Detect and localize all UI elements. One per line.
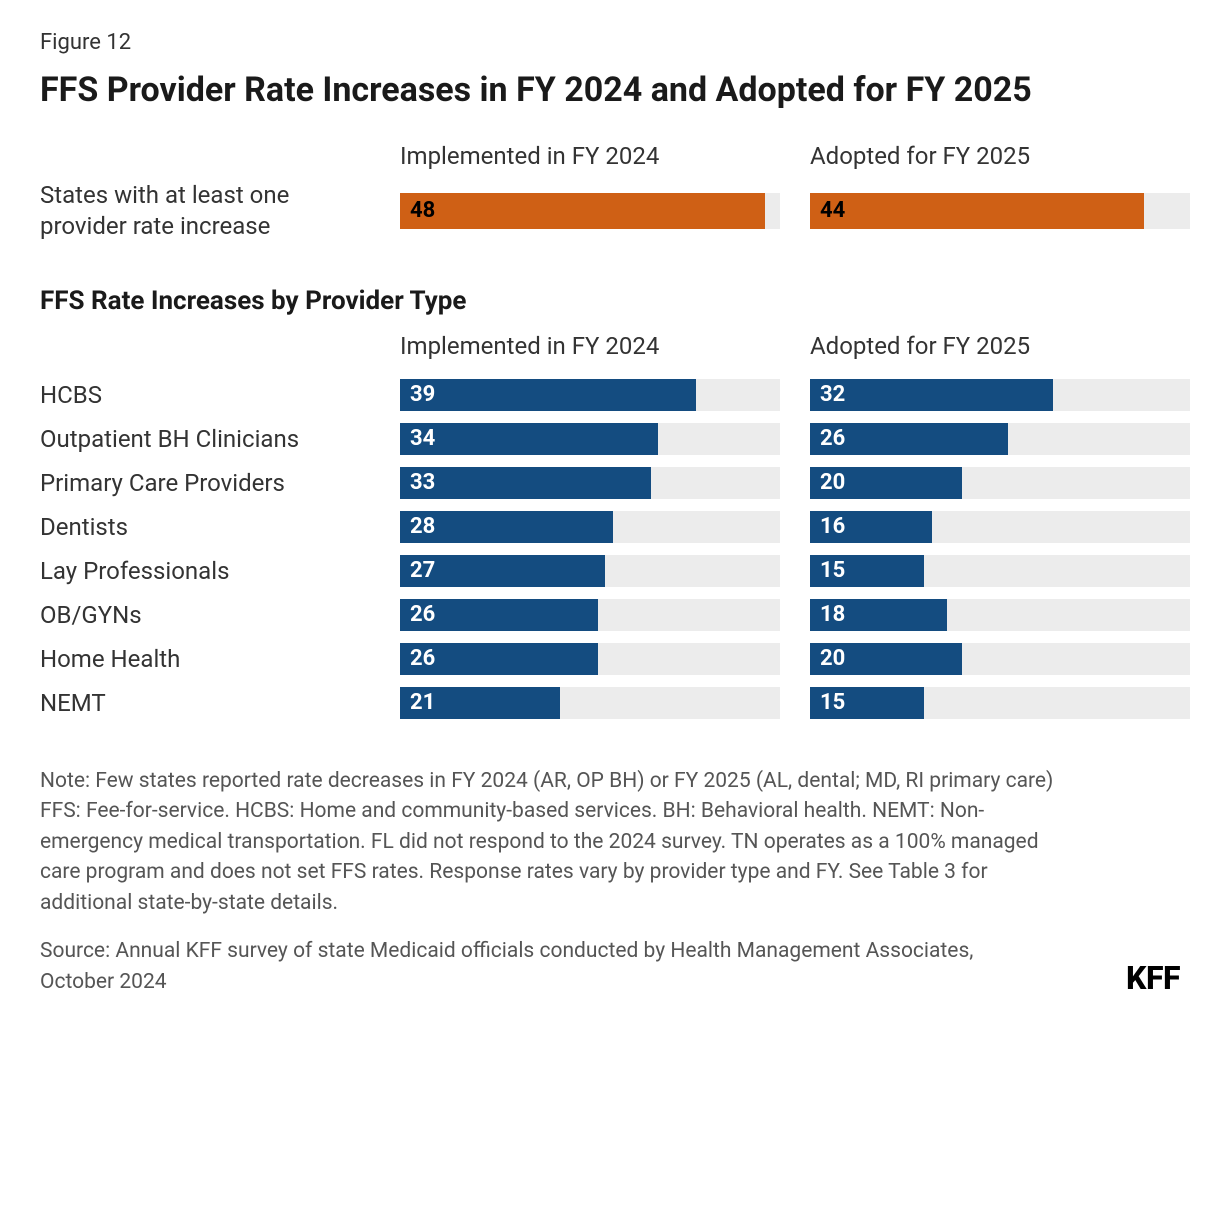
summary-value-fy2024: 48 [410,198,435,223]
figure-label: Figure 12 [40,30,1180,55]
provider-bar-fy2025-track: 26 [810,423,1190,455]
provider-bar-fy2024-track: 39 [400,379,780,411]
summary-bar-fy2024-cell: 48 [400,186,780,236]
summary-grid: Implemented in FY 2024 Adopted for FY 20… [40,142,1180,242]
provider-bar-fy2025-track: 20 [810,467,1190,499]
provider-row-label: Home Health [40,645,370,673]
provider-bar-fy2025-track: 16 [810,511,1190,543]
provider-value-fy2025: 26 [820,426,845,451]
column-header-fy2024-b: Implemented in FY 2024 [400,332,780,370]
provider-row-label: NEMT [40,689,370,717]
provider-bar-fy2025-track: 15 [810,555,1190,587]
provider-value-fy2024: 28 [410,514,435,539]
provider-row-label: HCBS [40,381,370,409]
provider-bar-fy2025: 15 [810,687,924,719]
provider-bar-fy2024-track: 34 [400,423,780,455]
summary-bar-fy2025-cell: 44 [810,186,1190,236]
provider-bar-fy2025: 20 [810,467,962,499]
summary-value-fy2025: 44 [820,198,845,223]
summary-bar-fy2024-track: 48 [400,193,780,229]
provider-bar-fy2024-cell: 21 [400,684,780,722]
column-header-fy2025-b: Adopted for FY 2025 [810,332,1190,370]
provider-value-fy2025: 18 [820,602,845,627]
provider-bar-fy2024-track: 28 [400,511,780,543]
provider-row-label: OB/GYNs [40,601,370,629]
provider-bar-fy2025: 32 [810,379,1053,411]
provider-bar-fy2024-cell: 26 [400,640,780,678]
provider-bar-fy2025: 26 [810,423,1008,455]
provider-bar-fy2024: 27 [400,555,605,587]
provider-bar-fy2024-track: 27 [400,555,780,587]
provider-bar-fy2025-cell: 15 [810,684,1190,722]
provider-bar-fy2024-cell: 33 [400,464,780,502]
provider-bar-fy2025-cell: 18 [810,596,1190,634]
summary-bar-fy2024: 48 [400,193,765,229]
provider-bar-fy2025-cell: 16 [810,508,1190,546]
provider-value-fy2025: 20 [820,646,845,671]
provider-value-fy2024: 26 [410,602,435,627]
chart-title: FFS Provider Rate Increases in FY 2024 a… [40,69,1180,112]
provider-bar-fy2025-cell: 20 [810,640,1190,678]
provider-value-fy2025: 20 [820,470,845,495]
provider-value-fy2024: 21 [410,690,435,715]
provider-bar-fy2024: 21 [400,687,560,719]
column-header-fy2024: Implemented in FY 2024 [400,142,780,180]
kff-logo: KFF [1126,959,1180,997]
provider-bar-fy2025: 16 [810,511,932,543]
provider-bar-fy2025-cell: 32 [810,376,1190,414]
provider-bar-fy2025-cell: 15 [810,552,1190,590]
provider-row-label: Outpatient BH Clinicians [40,425,370,453]
provider-bar-fy2024-track: 21 [400,687,780,719]
provider-bar-fy2024-track: 26 [400,643,780,675]
summary-bar-fy2025-track: 44 [810,193,1190,229]
provider-bar-fy2024: 33 [400,467,651,499]
chart-source: Source: Annual KFF survey of state Medic… [40,936,1000,997]
provider-row-label: Lay Professionals [40,557,370,585]
provider-bar-fy2025-track: 18 [810,599,1190,631]
figure-container: Figure 12 FFS Provider Rate Increases in… [0,0,1220,1027]
summary-row-label: States with at least one provider rate i… [40,180,370,242]
provider-bar-fy2025-cell: 20 [810,464,1190,502]
summary-bar-fy2025: 44 [810,193,1144,229]
provider-value-fy2024: 39 [410,382,435,407]
provider-bar-fy2025-cell: 26 [810,420,1190,458]
provider-bar-fy2024: 26 [400,643,598,675]
provider-bar-fy2025: 18 [810,599,947,631]
provider-bar-fy2024-cell: 28 [400,508,780,546]
provider-bar-fy2024-cell: 39 [400,376,780,414]
provider-value-fy2025: 15 [820,558,845,583]
column-header-fy2025: Adopted for FY 2025 [810,142,1190,180]
provider-bar-fy2024-cell: 34 [400,420,780,458]
provider-bar-fy2024-cell: 26 [400,596,780,634]
section-subtitle: FFS Rate Increases by Provider Type [40,286,1180,316]
provider-bar-fy2025-track: 15 [810,687,1190,719]
provider-row-label: Dentists [40,513,370,541]
provider-value-fy2025: 16 [820,514,845,539]
provider-bar-fy2024-track: 33 [400,467,780,499]
source-row: Source: Annual KFF survey of state Medic… [40,936,1180,997]
provider-bar-fy2024: 39 [400,379,696,411]
provider-bar-fy2025: 20 [810,643,962,675]
provider-bar-fy2024: 28 [400,511,613,543]
provider-bar-fy2024: 34 [400,423,658,455]
provider-value-fy2024: 26 [410,646,435,671]
provider-value-fy2024: 27 [410,558,435,583]
provider-bar-fy2025: 15 [810,555,924,587]
provider-bar-fy2024: 26 [400,599,598,631]
provider-bar-fy2025-track: 32 [810,379,1190,411]
provider-row-label: Primary Care Providers [40,469,370,497]
provider-value-fy2024: 33 [410,470,435,495]
provider-value-fy2025: 32 [820,382,845,407]
provider-bar-fy2024-track: 26 [400,599,780,631]
provider-value-fy2024: 34 [410,426,435,451]
provider-bar-fy2024-cell: 27 [400,552,780,590]
provider-value-fy2025: 15 [820,690,845,715]
provider-type-grid: Implemented in FY 2024 Adopted for FY 20… [40,332,1180,722]
provider-bar-fy2025-track: 20 [810,643,1190,675]
chart-note: Note: Few states reported rate decreases… [40,766,1080,918]
